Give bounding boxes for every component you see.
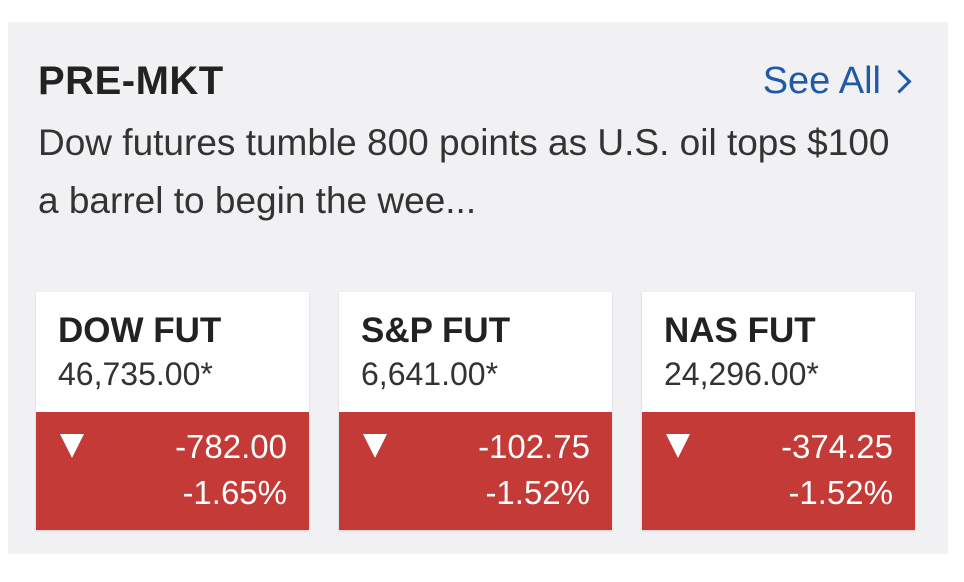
quote-card-dow[interactable]: DOW FUT 46,735.00* -782.00 -1.65% [36,292,309,530]
change-values: -374.25 -1.52% [781,424,893,516]
see-all-link[interactable]: See All [763,60,912,103]
card-change-box: -102.75 -1.52% [339,412,612,530]
change-values: -102.75 -1.52% [478,424,590,516]
headline-link[interactable]: Dow futures tumble 800 points as U.S. oi… [38,122,890,221]
change-values: -782.00 -1.65% [175,424,287,516]
change-points: -782.00 [175,428,287,465]
change-points: -102.75 [478,428,590,465]
section-title: PRE-MKT [38,58,224,103]
futures-cards: DOW FUT 46,735.00* -782.00 -1.65% S&P FU… [36,292,915,530]
down-arrow-icon [363,434,387,458]
card-header: S&P FUT 6,641.00* [339,292,612,412]
change-percent: -1.65% [182,474,287,511]
down-arrow-icon [60,434,84,458]
panel-header: PRE-MKT See All [38,56,912,106]
card-header: DOW FUT 46,735.00* [36,292,309,412]
card-price: 6,641.00* [361,356,499,392]
card-symbol: DOW FUT [58,311,222,350]
change-percent: -1.52% [788,474,893,511]
chevron-right-icon [887,68,912,94]
down-arrow-icon [666,434,690,458]
card-price: 46,735.00* [58,356,213,392]
see-all-label: See All [762,59,881,102]
card-header: NAS FUT 24,296.00* [642,292,915,412]
card-change-box: -374.25 -1.52% [642,412,915,530]
change-points: -374.25 [781,428,893,465]
card-symbol: S&P FUT [361,311,511,350]
quote-card-sp[interactable]: S&P FUT 6,641.00* -102.75 -1.52% [339,292,612,530]
pre-market-panel: PRE-MKT See All Dow futures tumble 800 p… [8,22,948,554]
card-change-box: -782.00 -1.65% [36,412,309,530]
card-price: 24,296.00* [664,356,819,392]
change-percent: -1.52% [485,474,590,511]
card-symbol: NAS FUT [664,311,816,350]
quote-card-nas[interactable]: NAS FUT 24,296.00* -374.25 -1.52% [642,292,915,530]
